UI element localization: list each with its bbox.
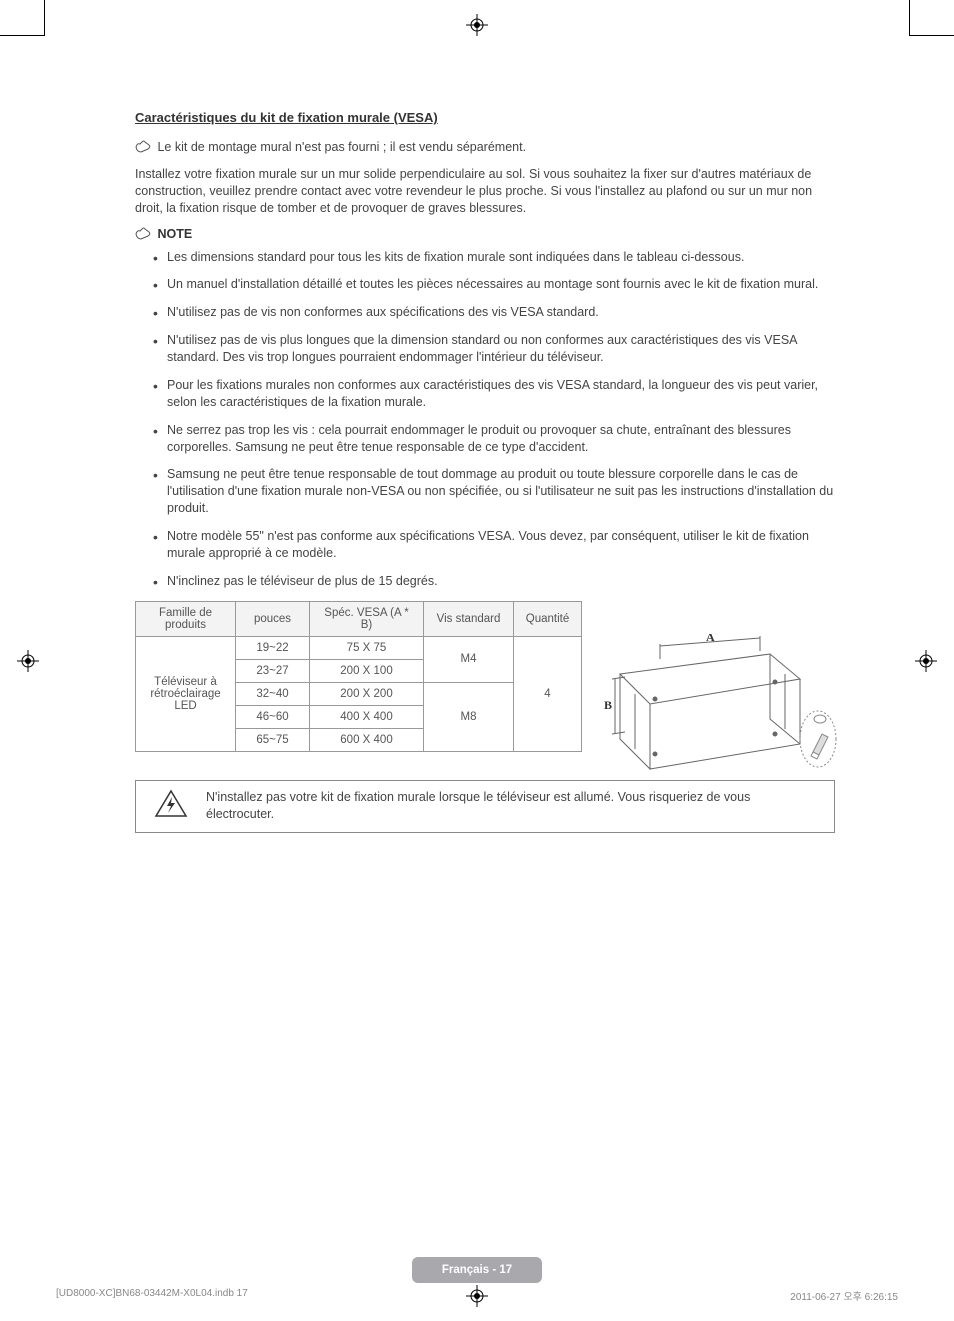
note-label-text: NOTE	[157, 227, 192, 241]
td-inches: 32~40	[236, 682, 310, 705]
intro-note: Le kit de montage mural n'est pas fourni…	[135, 139, 835, 156]
diagram-label-a: A	[706, 634, 715, 644]
footer-left: [UD8000-XC]BN68-03442M-X0L04.indb 17	[56, 1288, 248, 1303]
intro-note-text: Le kit de montage mural n'est pas fourni…	[157, 140, 526, 154]
footer-meta: [UD8000-XC]BN68-03442M-X0L04.indb 17 201…	[56, 1288, 898, 1303]
th-inches: pouces	[236, 601, 310, 636]
td-inches: 23~27	[236, 659, 310, 682]
note-item: N'inclinez pas le téléviseur de plus de …	[153, 573, 835, 590]
td-family: Téléviseur à rétroéclairage LED	[136, 636, 236, 751]
td-screw: M4	[424, 636, 514, 682]
note-item: N'utilisez pas de vis non conformes aux …	[153, 304, 835, 321]
warning-icon-cell	[136, 789, 206, 824]
td-inches: 46~60	[236, 705, 310, 728]
page: Caractéristiques du kit de fixation mura…	[0, 0, 954, 1321]
td-vesa: 200 X 200	[310, 682, 424, 705]
note-item: Pour les fixations murales non conformes…	[153, 377, 835, 411]
page-footer: Français - 17	[0, 1257, 954, 1283]
td-vesa: 400 X 400	[310, 705, 424, 728]
registration-mark-icon	[466, 14, 488, 36]
section-title: Caractéristiques du kit de fixation mura…	[135, 110, 835, 125]
electric-warning-icon	[154, 789, 188, 819]
td-inches: 65~75	[236, 728, 310, 751]
crop-mark	[909, 0, 910, 36]
td-vesa: 200 X 100	[310, 659, 424, 682]
note-hand-icon	[135, 140, 151, 153]
note-hand-icon	[135, 227, 151, 240]
td-screw: M8	[424, 682, 514, 751]
th-qty: Quantité	[514, 601, 582, 636]
th-family: Famille de produits	[136, 601, 236, 636]
registration-mark-icon	[915, 650, 937, 672]
notes-list: Les dimensions standard pour tous les ki…	[135, 249, 835, 590]
note-item: Un manuel d'installation détaillé et tou…	[153, 276, 835, 293]
note-item: Ne serrez pas trop les vis : cela pourra…	[153, 422, 835, 456]
td-vesa: 75 X 75	[310, 636, 424, 659]
crop-mark	[0, 35, 44, 36]
footer-right: 2011-06-27 오후 6:26:15	[790, 1288, 898, 1303]
page-number-badge: Français - 17	[412, 1257, 542, 1283]
td-vesa: 600 X 400	[310, 728, 424, 751]
table-header-row: Famille de produits pouces Spéc. VESA (A…	[136, 601, 582, 636]
registration-mark-icon	[17, 650, 39, 672]
mount-bracket-diagram: A B	[600, 634, 840, 794]
td-qty: 4	[514, 636, 582, 751]
note-item: N'utilisez pas de vis plus longues que l…	[153, 332, 835, 366]
th-vesa: Spéc. VESA (A * B)	[310, 601, 424, 636]
install-paragraph: Installez votre fixation murale sur un m…	[135, 166, 835, 217]
note-label: NOTE	[135, 227, 835, 241]
note-item: Les dimensions standard pour tous les ki…	[153, 249, 835, 266]
td-inches: 19~22	[236, 636, 310, 659]
note-item: Notre modèle 55" n'est pas conforme aux …	[153, 528, 835, 562]
th-screw: Vis standard	[424, 601, 514, 636]
diagram-label-b: B	[604, 698, 612, 712]
crop-mark	[910, 35, 954, 36]
spec-table: Famille de produits pouces Spéc. VESA (A…	[135, 601, 582, 752]
table-row: Téléviseur à rétroéclairage LED 19~22 75…	[136, 636, 582, 659]
note-item: Samsung ne peut être tenue responsable d…	[153, 466, 835, 517]
warning-text: N'installez pas votre kit de fixation mu…	[206, 789, 820, 823]
crop-mark	[44, 0, 45, 36]
